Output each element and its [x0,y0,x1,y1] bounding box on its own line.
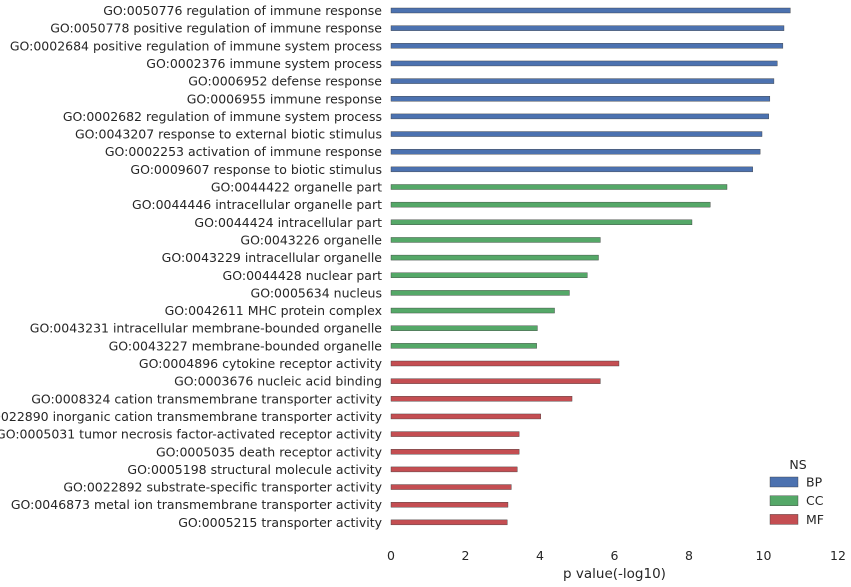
category-label: GO:0005634 nucleus [251,285,382,300]
legend-label: CC [806,493,824,508]
category-label: GO:0002376 immune system process [146,56,382,71]
legend-title: NS [789,457,806,472]
legend-label: MF [806,512,824,527]
category-label: GO:0044422 organelle part [211,180,382,195]
category-label: GO:0003676 nucleic acid binding [174,374,382,389]
legend-swatch-mf [769,514,799,525]
x-tick-label: 12 [830,548,846,563]
bar-cc [390,272,588,278]
bar-bp [390,43,784,49]
bar-bp [390,7,791,14]
category-label: GO:0005198 structural molecule activity [127,462,382,477]
x-tick-label: 4 [536,548,544,563]
category-label: GO:0050778 positive regulation of immune… [50,21,382,36]
x-tick-label: 2 [462,548,470,563]
bar-cc [390,290,570,296]
x-axis-title: p value(-log10) [563,566,666,582]
x-tick-label: 10 [756,548,772,563]
category-label: GO:0022890 inorganic cation transmembran… [0,409,383,424]
bar-cc [390,219,693,226]
bar-cc [390,184,728,190]
category-label: GO:0006955 immune response [187,91,383,106]
legend-swatch-cc [769,495,799,506]
legend-entries: BP CC MF [769,475,824,527]
bar-cc [390,325,538,331]
bar-mf [390,360,620,367]
bar-cc [390,343,537,349]
bar-bp [390,113,769,120]
legend-swatch-bp [769,476,799,488]
category-label: GO:0043229 intracellular organelle [162,250,383,265]
bar-bp [390,25,785,31]
category-label: GO:0008324 cation transmembrane transpor… [31,391,382,406]
category-label: GO:0022892 substrate-specific transporte… [63,480,382,495]
bar-cc [390,307,555,314]
bar-mf [390,466,518,473]
category-label: GO:0046873 metal ion transmembrane trans… [11,497,383,512]
category-label: GO:0043231 intracellular membrane-bounde… [30,321,383,336]
bar-cc [390,237,601,243]
category-label: GO:0006952 defense response [188,74,382,89]
category-label: GO:0044428 nuclear part [223,268,383,283]
category-label: GO:0002684 positive regulation of immune… [10,38,382,53]
bar-bp [390,78,775,84]
bar-cc [390,254,599,261]
bar-bp [390,148,761,155]
x-tick-label: 6 [611,548,619,563]
category-label: GO:0005215 transporter activity [178,515,382,530]
bar-bp [390,96,771,102]
category-label: GO:0009607 response to biotic stimulus [130,162,382,177]
bar-mf [390,431,520,437]
bar-mf [390,519,508,526]
bar-mf [390,413,541,420]
bar-mf [390,378,601,384]
bar-mf [390,449,520,455]
bar-cc [390,201,711,208]
category-label: GO:0002253 activation of immune response [105,144,382,159]
category-label: GO:0005035 death receptor activity [156,444,383,459]
category-label: GO:0044446 intracellular organelle part [132,197,382,212]
category-label: GO:0042611 MHC protein complex [165,303,382,318]
bar-bp [390,60,778,67]
bar-mf [390,502,509,508]
category-label: GO:0043207 response to external biotic s… [75,127,382,142]
bars-layer [390,7,791,526]
category-label: GO:0005031 tumor necrosis factor-activat… [0,427,383,442]
category-label: GO:0004896 cytokine receptor activity [139,356,383,371]
x-axis: 0 2 4 6 8 10 12 [387,548,846,563]
bar-bp [390,131,763,137]
bar-bp [390,166,753,173]
bar-mf [390,396,573,402]
category-label: GO:0050776 regulation of immune response [103,3,382,18]
category-label: GO:0002682 regulation of immune system p… [63,109,382,124]
x-tick-label: 8 [685,548,693,563]
category-labels: GO:0050776 regulation of immune response… [0,3,383,530]
category-label: GO:0044424 intracellular part [194,215,382,230]
category-label: GO:0043227 membrane-bounded organelle [109,338,383,353]
category-label: GO:0043226 organelle [240,232,382,247]
bar-mf [390,484,512,490]
x-tick-label: 0 [387,548,395,563]
legend-label: BP [806,475,823,490]
legend: NS BP CC MF [769,457,824,527]
